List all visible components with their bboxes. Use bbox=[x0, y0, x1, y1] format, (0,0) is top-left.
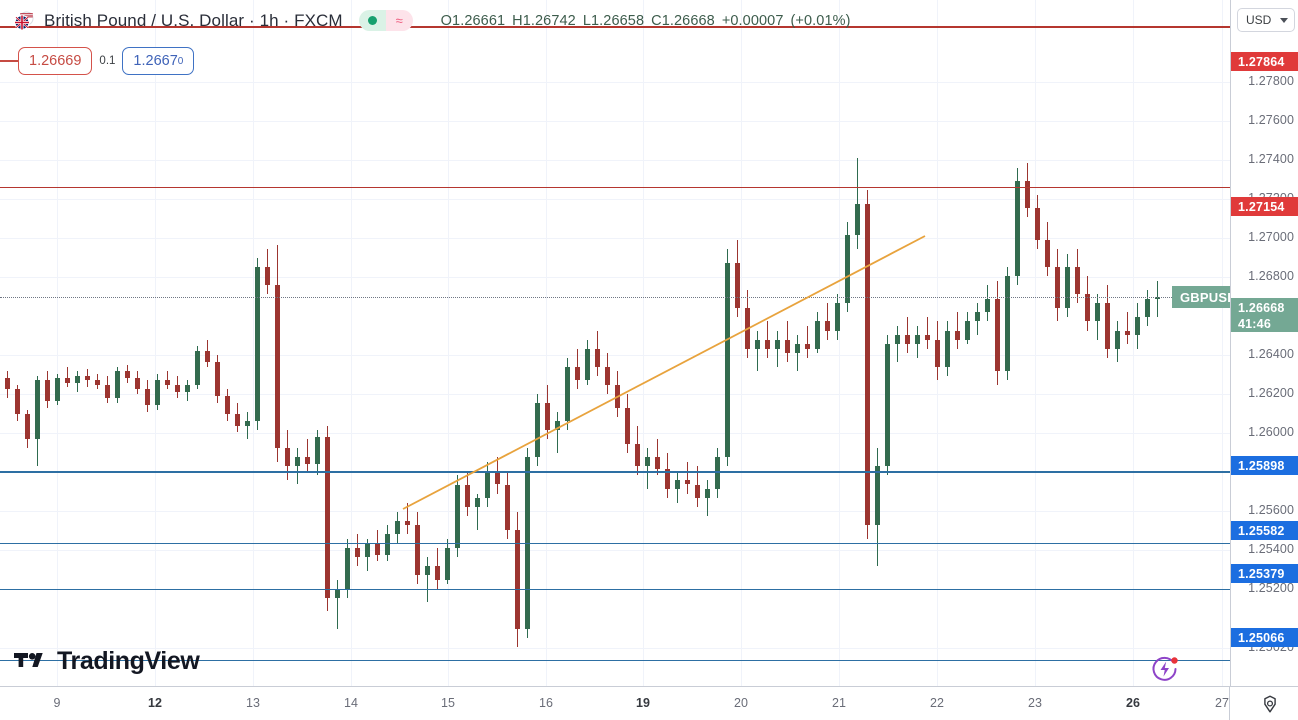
price-tick-label: 1.27400 bbox=[1248, 152, 1294, 166]
price-line-support[interactable] bbox=[0, 659, 1230, 662]
ohlc-values: O1.26661 H1.26742 L1.26658 C1.26668 +0.00007… bbox=[441, 13, 851, 29]
price-tick-label: 1.26400 bbox=[1248, 347, 1294, 361]
time-tick-label: 15 bbox=[441, 696, 455, 710]
price-badge-blue[interactable]: 1.25379 bbox=[1231, 564, 1298, 583]
grid-line-vertical bbox=[57, 0, 58, 686]
market-status-pill[interactable]: ≈ bbox=[358, 10, 413, 31]
price-line-resistance[interactable] bbox=[0, 26, 1230, 28]
grid-line-horizontal bbox=[0, 433, 1230, 434]
price-badge-value: 1.26668 bbox=[1238, 301, 1285, 315]
price-tick-label: 1.27800 bbox=[1248, 74, 1294, 88]
grid-line-horizontal bbox=[0, 550, 1230, 551]
price-tick-label: 1.27000 bbox=[1248, 230, 1294, 244]
grid-line-vertical bbox=[155, 0, 156, 686]
current-symbol-label: GBPUSD bbox=[1172, 286, 1230, 309]
ohlc-low: L1.26658 bbox=[582, 12, 645, 29]
time-tick-label: 20 bbox=[734, 696, 748, 710]
ohlc-change: +0.00007 bbox=[721, 12, 784, 29]
tradingview-logo-text: TradingView bbox=[57, 647, 200, 675]
time-tick-label: 26 bbox=[1126, 696, 1140, 710]
clock-settings-icon[interactable] bbox=[1260, 694, 1280, 714]
grid-line-vertical bbox=[351, 0, 352, 686]
grid-line-horizontal bbox=[0, 648, 1230, 649]
tradingview-logo-icon bbox=[14, 651, 48, 673]
chart-legend: British Pound / U.S. Dollar · 1h · FXCM … bbox=[14, 10, 851, 31]
price-tick-label: 1.25600 bbox=[1248, 503, 1294, 517]
grid-line-vertical bbox=[741, 0, 742, 686]
trendline-drawing[interactable] bbox=[0, 0, 1230, 686]
currency-selector[interactable]: USD bbox=[1237, 8, 1295, 32]
price-line-last-price-dotted[interactable] bbox=[0, 297, 1230, 299]
price-badge-green[interactable]: 1.26668 41:46 bbox=[1231, 298, 1298, 332]
buy-price-tag[interactable]: 1.2667 0 bbox=[122, 47, 195, 75]
time-tick-label: 13 bbox=[246, 696, 260, 710]
grid-line-vertical bbox=[546, 0, 547, 686]
grid-line-vertical bbox=[839, 0, 840, 686]
price-tick-label: 1.25400 bbox=[1248, 542, 1294, 556]
sell-line-stub bbox=[0, 60, 18, 62]
buy-price-main: 1.2667 bbox=[133, 53, 178, 69]
time-tick-label: 19 bbox=[636, 696, 650, 710]
price-line-support[interactable] bbox=[0, 542, 1230, 545]
time-tick-label: 16 bbox=[539, 696, 553, 710]
price-badge-red[interactable]: 1.27864 bbox=[1231, 52, 1298, 71]
time-tick-label: 12 bbox=[148, 696, 162, 710]
grid-line-horizontal bbox=[0, 238, 1230, 239]
chart-pane[interactable]: GBPUSD bbox=[0, 0, 1230, 686]
grid-line-vertical bbox=[1222, 0, 1223, 686]
price-badge-red[interactable]: 1.27154 bbox=[1231, 197, 1298, 216]
price-tick-label: 1.27600 bbox=[1248, 113, 1294, 127]
grid-line-vertical bbox=[448, 0, 449, 686]
tradingview-watermark: TradingView bbox=[14, 647, 200, 676]
axis-separator bbox=[1229, 687, 1230, 720]
price-axis[interactable]: USD 1.278001.276001.274001.272001.270001… bbox=[1230, 0, 1298, 686]
realtime-wave-icon: ≈ bbox=[385, 10, 413, 31]
time-tick-label: 9 bbox=[53, 696, 61, 710]
price-line-support[interactable] bbox=[0, 471, 1230, 473]
price-line-resistance[interactable] bbox=[0, 187, 1230, 189]
grid-line-vertical bbox=[1035, 0, 1036, 686]
price-badge-blue[interactable]: 1.25066 bbox=[1231, 628, 1298, 647]
price-badge-blue[interactable]: 1.25898 bbox=[1231, 456, 1298, 475]
price-line-support[interactable] bbox=[0, 588, 1230, 591]
currency-selector-label: USD bbox=[1246, 13, 1272, 27]
grid-line-vertical bbox=[1133, 0, 1134, 686]
market-open-dot-icon bbox=[358, 10, 386, 31]
bid-ask-tags: 1.26669 0.1 1.2667 0 bbox=[0, 46, 195, 76]
sell-price-tag[interactable]: 1.26669 bbox=[18, 47, 93, 75]
grid-line-horizontal bbox=[0, 199, 1230, 200]
uk-us-flag-icon bbox=[14, 11, 34, 31]
grid-line-vertical bbox=[643, 0, 644, 686]
grid-line-horizontal bbox=[0, 511, 1230, 512]
grid-line-horizontal bbox=[0, 160, 1230, 161]
time-tick-label: 22 bbox=[930, 696, 944, 710]
ohlc-close: C1.26668 bbox=[651, 12, 715, 29]
grid-line-horizontal bbox=[0, 121, 1230, 122]
ohlc-open: O1.26661 bbox=[440, 12, 506, 29]
price-tick-label: 1.26800 bbox=[1248, 269, 1294, 283]
time-tick-label: 14 bbox=[344, 696, 358, 710]
ohlc-change-pct: (+0.01%) bbox=[790, 12, 851, 29]
price-tick-label: 1.25200 bbox=[1248, 581, 1294, 595]
price-badge-blue[interactable]: 1.25582 bbox=[1231, 521, 1298, 540]
grid-line-horizontal bbox=[0, 82, 1230, 83]
lightning-alert-icon[interactable] bbox=[1150, 654, 1180, 684]
grid-line-horizontal bbox=[0, 277, 1230, 278]
countdown-timer: 41:46 bbox=[1238, 317, 1271, 331]
symbol-title[interactable]: British Pound / U.S. Dollar · 1h · FXCM bbox=[44, 10, 343, 30]
time-tick-label: 23 bbox=[1028, 696, 1042, 710]
buy-price-sup: 0 bbox=[177, 55, 184, 67]
chevron-down-icon bbox=[1280, 17, 1288, 23]
grid-line-horizontal bbox=[0, 355, 1230, 356]
grid-line-vertical bbox=[253, 0, 254, 686]
time-tick-label: 21 bbox=[832, 696, 846, 710]
spread-value: 0.1 bbox=[99, 55, 116, 67]
price-tick-label: 1.26200 bbox=[1248, 386, 1294, 400]
price-tick-label: 1.26000 bbox=[1248, 425, 1294, 439]
time-tick-label: 27 bbox=[1215, 696, 1229, 710]
time-axis[interactable]: 9 12 13 14 15 16 19 20 21 22 23 26 27 bbox=[0, 686, 1298, 720]
ohlc-high: H1.26742 bbox=[512, 12, 576, 29]
